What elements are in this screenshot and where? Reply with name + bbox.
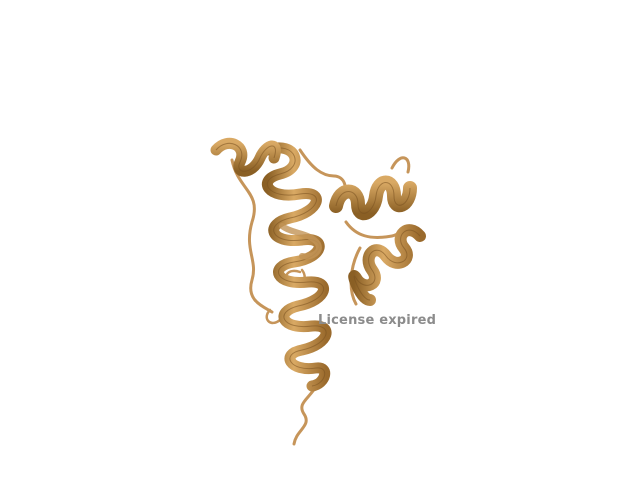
top-hairpin (390, 156, 411, 174)
helix-top-right (329, 175, 417, 221)
small-loop (265, 308, 282, 325)
helix-central (261, 142, 332, 392)
license-watermark: License expired (318, 313, 437, 328)
helix-top-left (210, 137, 281, 177)
back-strand (279, 223, 322, 260)
helix-right (348, 224, 426, 306)
n-terminal-loop (230, 158, 274, 314)
tail-loop (292, 380, 320, 446)
